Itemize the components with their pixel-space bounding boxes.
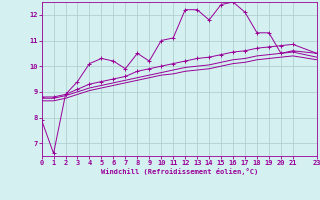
X-axis label: Windchill (Refroidissement éolien,°C): Windchill (Refroidissement éolien,°C) (100, 168, 258, 175)
